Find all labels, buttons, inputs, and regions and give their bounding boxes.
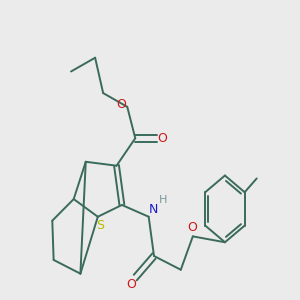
Text: O: O: [126, 278, 136, 291]
Text: O: O: [188, 221, 197, 234]
Text: H: H: [158, 195, 167, 205]
Text: S: S: [97, 219, 104, 232]
Text: O: O: [158, 132, 167, 145]
Text: O: O: [116, 98, 126, 111]
Text: N: N: [149, 203, 158, 216]
